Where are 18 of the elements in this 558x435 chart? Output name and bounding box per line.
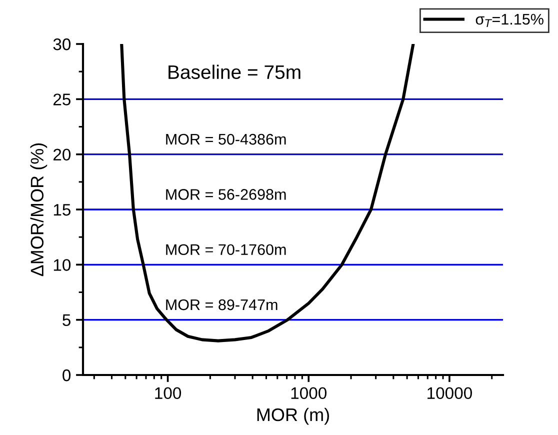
y-tick-label: 0 [62, 369, 71, 382]
y-tick-label: 30 [53, 38, 71, 50]
x-tick-label: 1000 [291, 387, 327, 400]
x-tick-label: 10000 [428, 387, 472, 400]
y-tick-label: 5 [62, 314, 70, 326]
annotation: MOR = 70-1760m [166, 244, 286, 256]
annotation: MOR = 56-2698m [166, 189, 286, 200]
annotation: Baseline = 75m [168, 64, 300, 80]
x-axis-title: MOR (m) [257, 408, 329, 425]
y-tick-label: 20 [53, 148, 71, 161]
annotation: MOR = 50-4386m [166, 134, 286, 145]
y-axis-title: ΔMOR/MOR (%) [30, 143, 48, 276]
annotation: MOR = 89-747m [166, 299, 278, 310]
legend-label: σ$_{T}$=1.15% [476, 14, 544, 28]
x-tick-label: 100 [155, 387, 182, 400]
y-tick-label: 15 [54, 204, 70, 216]
y-tick-label: 10 [54, 259, 71, 271]
y-tick-label: 25 [53, 94, 70, 106]
